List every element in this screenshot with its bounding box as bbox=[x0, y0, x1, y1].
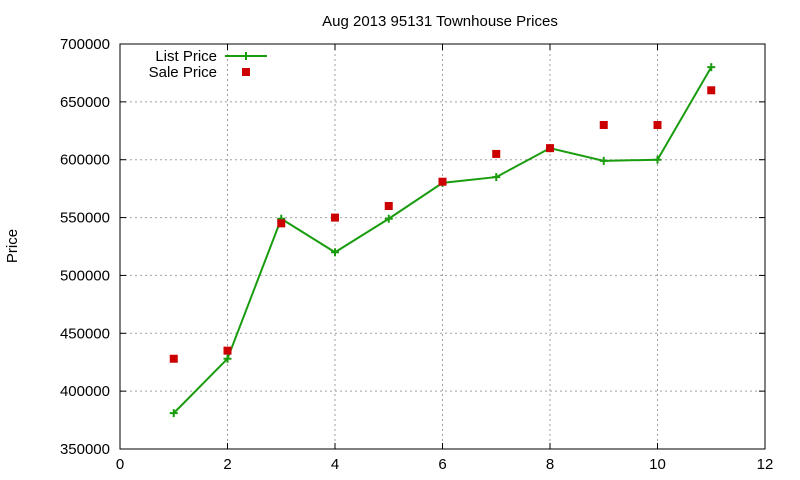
grid bbox=[120, 44, 765, 449]
y-tick-label: 650000 bbox=[60, 94, 110, 111]
legend-marker bbox=[242, 52, 250, 60]
sale-price-point bbox=[492, 149, 501, 158]
y-tick-label: 500000 bbox=[60, 267, 110, 284]
list-price-point bbox=[331, 248, 339, 257]
list-price-point bbox=[492, 173, 501, 182]
y-tick-label: 350000 bbox=[60, 441, 110, 458]
sale-price-point bbox=[707, 86, 716, 95]
plot-frame bbox=[119, 43, 766, 450]
y-tick-label: 550000 bbox=[60, 210, 110, 227]
chart-title: Aug 2013 95131 Townhouse Prices bbox=[322, 13, 558, 30]
x-tick-label: 4 bbox=[331, 456, 339, 473]
x-tick-label: 0 bbox=[116, 456, 124, 473]
legend-label: List Price bbox=[155, 48, 217, 65]
x-tick-label: 2 bbox=[223, 456, 231, 473]
list-price-point bbox=[599, 156, 608, 165]
list-price-point bbox=[169, 409, 178, 418]
sale-price-point bbox=[599, 121, 608, 129]
sale-price-point bbox=[331, 213, 339, 222]
y-tick-label: 700000 bbox=[60, 36, 110, 53]
sale-price-point bbox=[653, 121, 662, 129]
list-price-point bbox=[653, 155, 662, 164]
list-price-point bbox=[384, 214, 393, 223]
sale-price-point bbox=[169, 354, 178, 363]
sale-price-point bbox=[546, 144, 554, 153]
list-price-point bbox=[223, 354, 232, 363]
x-tick-label: 8 bbox=[546, 456, 554, 473]
y-tick-label: 400000 bbox=[60, 383, 110, 400]
list-price-point bbox=[707, 63, 716, 72]
sale-price-point bbox=[438, 177, 447, 186]
sale-price-point bbox=[384, 202, 393, 210]
x-tick-label: 6 bbox=[438, 456, 446, 473]
y-tick-label: 600000 bbox=[60, 152, 110, 169]
legend-marker bbox=[242, 68, 250, 76]
y-axis-label: Price bbox=[4, 229, 21, 263]
axis-ticks: 0 2 4 6 8 10 12 350000 400000 450000 500000 550000 6… bbox=[60, 36, 773, 473]
legend-label: Sale Price bbox=[149, 64, 217, 81]
x-tick-label: 10 bbox=[649, 456, 666, 473]
x-tick-label: 12 bbox=[757, 456, 774, 473]
y-tick-label: 450000 bbox=[60, 325, 110, 342]
sale-price-point bbox=[277, 219, 286, 228]
sale-price-point bbox=[223, 346, 232, 355]
series bbox=[169, 63, 716, 418]
